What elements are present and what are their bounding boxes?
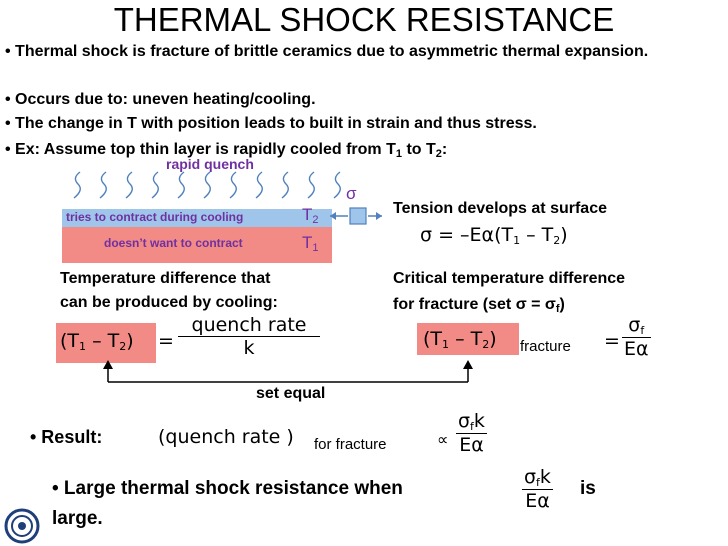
critical-label-1: Critical temperature difference [393,270,626,287]
eq-left-fraction: quench rate k [178,314,320,359]
set-equal-label: set equal [256,385,326,402]
critical-label-2: for fracture (set σ = σf) [393,296,565,315]
rapid-quench-label: rapid quench [166,156,254,172]
stress-arrows [330,207,382,225]
bullet-2: • Occurs due to: uneven heating/cooling. [5,91,316,108]
result-sub: for fracture [314,436,387,453]
slide-title: THERMAL SHOCK RESISTANCE [113,1,615,38]
eq-left-highlight [56,323,156,363]
bullet-4-text: • Ex: Assume top thin layer is rapidly c… [5,141,396,158]
result-expr: (quench rate ) [158,426,294,448]
eq-right-equals: = [604,330,620,352]
large-num: σfk [522,466,553,490]
university-seal-logo [4,508,40,544]
temp-diff-label-2: can be produced by cooling: [60,294,278,311]
bullet-4: • Ex: Assume top thin layer is rapidly c… [5,141,448,160]
eq-right-den: Eα [624,338,649,360]
large-fraction: σfk Eα [522,466,553,512]
result-label: • Result: [30,427,103,447]
bullet-3: • The change in T with position leads to… [5,115,537,132]
temp-diff-label-1: Temperature difference that [60,270,271,287]
eq-right-fraction: σf Eα [622,314,651,360]
large-den: Eα [525,490,550,512]
tension-label: Tension develops at surface [393,200,607,217]
bullet-4-tail: : [441,141,448,158]
result-num: σfk [456,410,487,434]
proportional-symbol: ∝ [437,430,449,449]
quench-arrow-group [73,171,341,199]
quench-arrows [73,171,341,199]
eq-right-lhs: (T1 – T2) [423,328,497,351]
top-layer-label: tries to contract during cooling [66,210,244,224]
eq-right-highlight [417,323,519,355]
eq-left-equals: = [158,330,174,352]
sigma-label: σ [346,184,357,203]
large-is: is [580,478,596,499]
eq-right-sub: fracture [520,338,571,355]
large-text-1: • Large thermal shock resistance when [52,478,403,499]
set-equal-connector [103,360,473,383]
eq-left-den: k [243,337,255,359]
tension-formula: σ = –Eα(T1 – T2) [420,224,568,247]
eq-right-num: σf [622,314,651,338]
top-layer [62,209,332,227]
t2-label: T2 [302,205,319,226]
bullet-1: • Thermal shock is fracture of brittle c… [5,43,649,60]
eq-left-lhs: (T1 – T2) [60,330,134,353]
result-fraction: σfk Eα [456,410,487,456]
bottom-layer-label: doesn’t want to contract [104,236,243,250]
result-den: Eα [459,434,484,456]
t1-label: T1 [302,233,319,254]
eq-left-num: quench rate [178,314,320,337]
bottom-layer [62,227,332,263]
large-text-2: large. [52,508,103,529]
